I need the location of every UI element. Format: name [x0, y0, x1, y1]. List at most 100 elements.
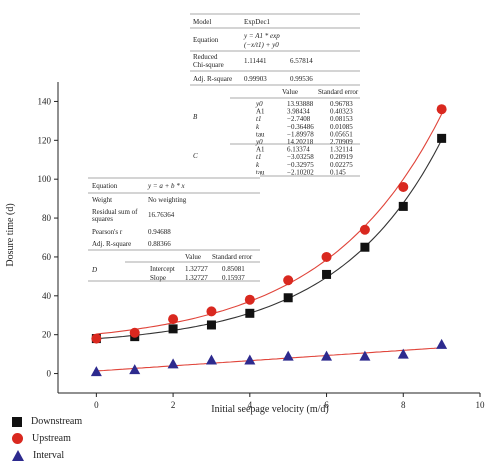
x-tick-label: 6: [324, 400, 329, 410]
table-cell: 1.32727: [185, 265, 208, 273]
table-cell: Adj. R-square: [193, 75, 232, 83]
table-cell: 0.96783: [330, 100, 353, 108]
data-point: [398, 181, 409, 192]
table-cell: Standard error: [318, 88, 359, 96]
table-cell: Standard error: [212, 253, 253, 261]
table-cell: 14.20218: [287, 138, 314, 146]
table-cell: Pearson's r: [92, 228, 123, 236]
table-cell: y = a + b * x: [147, 182, 186, 190]
table-cell: Model: [193, 18, 211, 26]
data-point: [321, 251, 332, 262]
data-point: [360, 242, 370, 252]
table-cell: 6.13374: [287, 146, 310, 154]
table-cell: No weighting: [148, 196, 187, 204]
table-cell: 2.70909: [330, 138, 353, 146]
table-cell: k: [256, 123, 260, 131]
legend-item-interval: Interval: [12, 447, 82, 464]
data-point: [437, 133, 447, 143]
x-tick-label: 10: [476, 400, 486, 410]
data-point: [359, 224, 370, 235]
fit-curve-downstream: [96, 139, 443, 340]
y-tick-label: 80: [42, 213, 52, 223]
table-cell: −2.7408: [287, 115, 311, 123]
table-cell: −0.36486: [287, 123, 314, 131]
legend-label: Downstream: [31, 416, 83, 427]
triangle-marker-icon: [12, 450, 24, 461]
data-point: [245, 308, 255, 318]
table-cell: A1: [256, 108, 265, 116]
table-cell: 0.20919: [330, 153, 353, 161]
table-cell: Reduced: [193, 53, 218, 61]
data-point: [244, 294, 255, 305]
x-tick-label: 0: [94, 400, 99, 410]
table-cell: k: [256, 161, 260, 169]
table-cell: 1.11441: [244, 57, 267, 65]
table-cell: squares: [92, 215, 113, 223]
table-cell: 0.02275: [330, 161, 353, 169]
table-cell: y0: [255, 138, 263, 146]
fit-tables: Model ExpDec1 Equation y = A1 * exp(−x/t1) …: [88, 8, 360, 282]
table-cell: Equation: [193, 36, 219, 44]
data-point: [321, 350, 333, 361]
data-point: [283, 275, 294, 286]
x-tick-label: 8: [401, 400, 406, 410]
table-cell: −2.10202: [287, 168, 314, 176]
data-point: [167, 358, 179, 369]
data-point: [397, 348, 409, 359]
table-cell: C: [193, 152, 198, 160]
data-point: [206, 320, 216, 330]
x-axis-title: Initial seepage velocity (m/d): [211, 404, 328, 415]
y-axis-title: Dosure time (d): [5, 203, 16, 266]
table-cell: Value: [282, 88, 298, 96]
table-cell: 13.93888: [287, 100, 314, 108]
table-cell: Chi-square: [193, 61, 224, 69]
table-cell: 0.40323: [330, 108, 353, 116]
table-cell: 1.32114: [330, 146, 353, 154]
table-cell: 0.145: [330, 168, 346, 176]
data-point: [283, 293, 293, 303]
table-cell: Weight: [92, 196, 112, 204]
table-cell: 0.08153: [330, 115, 353, 123]
data-point: [129, 327, 140, 338]
square-marker-icon: [12, 416, 22, 427]
data-point: [90, 366, 102, 377]
table-cell: t1: [256, 153, 261, 161]
data-point: [168, 314, 179, 325]
table-cell: 0.99903: [244, 75, 267, 83]
table-cell: y = A1 * exp: [243, 32, 280, 40]
data-point: [244, 354, 256, 365]
legend-item-upstream: Upstream: [12, 430, 82, 447]
y-tick-label: 120: [38, 135, 52, 145]
circle-marker-icon: [12, 433, 23, 444]
fit-curves: [96, 113, 443, 372]
table-cell: Equation: [92, 182, 118, 190]
y-tick-label: 0: [47, 369, 52, 379]
table-cell: −1.89978: [287, 130, 314, 138]
fit-curve-interval: [96, 347, 442, 372]
table-cell: tau: [256, 130, 265, 138]
y-tick-label: 20: [42, 330, 52, 340]
table-cell: 0.99536: [290, 75, 313, 83]
data-point: [168, 324, 178, 334]
table-cell: 6.57814: [290, 57, 313, 65]
legend-label: Upstream: [32, 433, 71, 444]
table-cell: tau: [256, 168, 265, 176]
table-cell: 0.01085: [330, 123, 353, 131]
table-cell: (−x/t1) + y0: [244, 41, 279, 49]
table-cell: D: [91, 266, 97, 274]
table-cell: Intercept: [150, 265, 175, 273]
y-tick-label: 140: [38, 96, 52, 106]
legend: Downstream Upstream Interval: [12, 413, 82, 464]
table-cell: −0.32975: [287, 161, 314, 169]
table-cell: B: [193, 113, 198, 121]
table-cell: Adj. R-square: [92, 240, 131, 248]
table-cell: Residual sum of: [92, 208, 138, 216]
data-point: [129, 364, 141, 375]
table-cell: Value: [185, 253, 201, 261]
table-cell: −3.03258: [287, 153, 314, 161]
legend-item-downstream: Downstream: [12, 413, 82, 430]
table-cell: 0.94688: [148, 228, 171, 236]
data-point: [436, 104, 447, 115]
